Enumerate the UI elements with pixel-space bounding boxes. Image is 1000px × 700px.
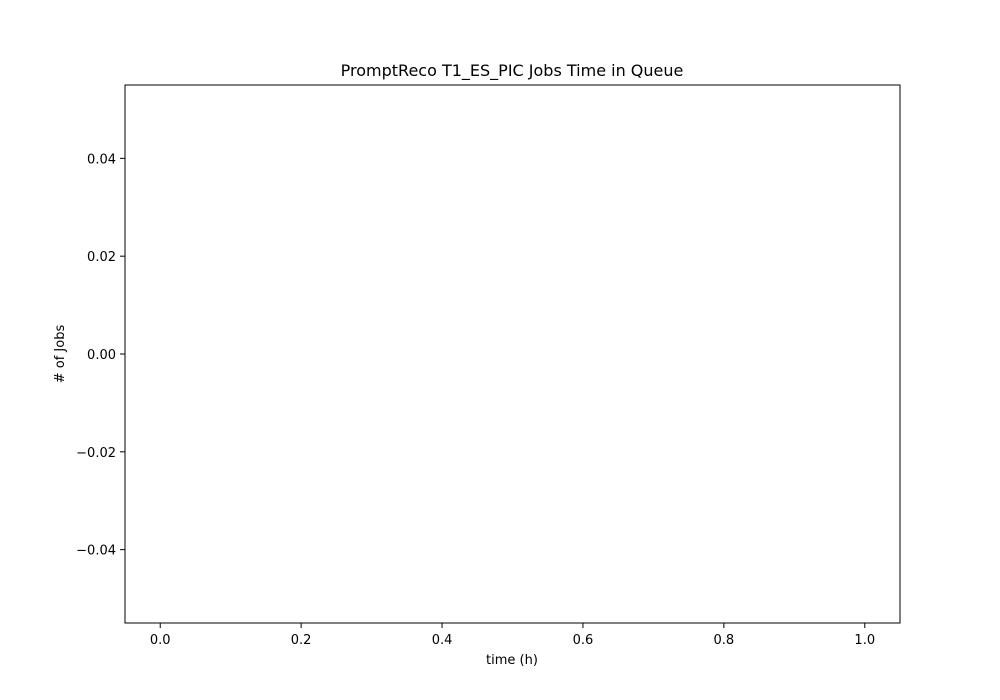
y-tick-label: 0.00 (87, 348, 116, 363)
x-tick-label: 1.0 (854, 633, 875, 648)
y-axis: −0.04 −0.02 0.00 0.02 0.04 (76, 152, 125, 559)
y-tick-label: −0.02 (76, 446, 116, 461)
y-tick-label: 0.04 (87, 152, 116, 167)
y-axis-label: # of Jobs (53, 325, 68, 384)
x-axis: 0.0 0.2 0.4 0.6 0.8 1.0 (150, 623, 875, 648)
x-tick-label: 0.0 (150, 633, 171, 648)
x-tick-label: 0.8 (714, 633, 735, 648)
x-tick-label: 0.4 (432, 633, 453, 648)
x-tick-label: 0.6 (573, 633, 594, 648)
chart-title: PromptReco T1_ES_PIC Jobs Time in Queue (341, 61, 684, 81)
plot-area (124, 84, 901, 624)
x-tick-label: 0.2 (291, 633, 312, 648)
y-tick-label: 0.02 (87, 250, 116, 265)
y-tick-label: −0.04 (76, 544, 116, 559)
x-axis-label: time (h) (486, 653, 538, 668)
